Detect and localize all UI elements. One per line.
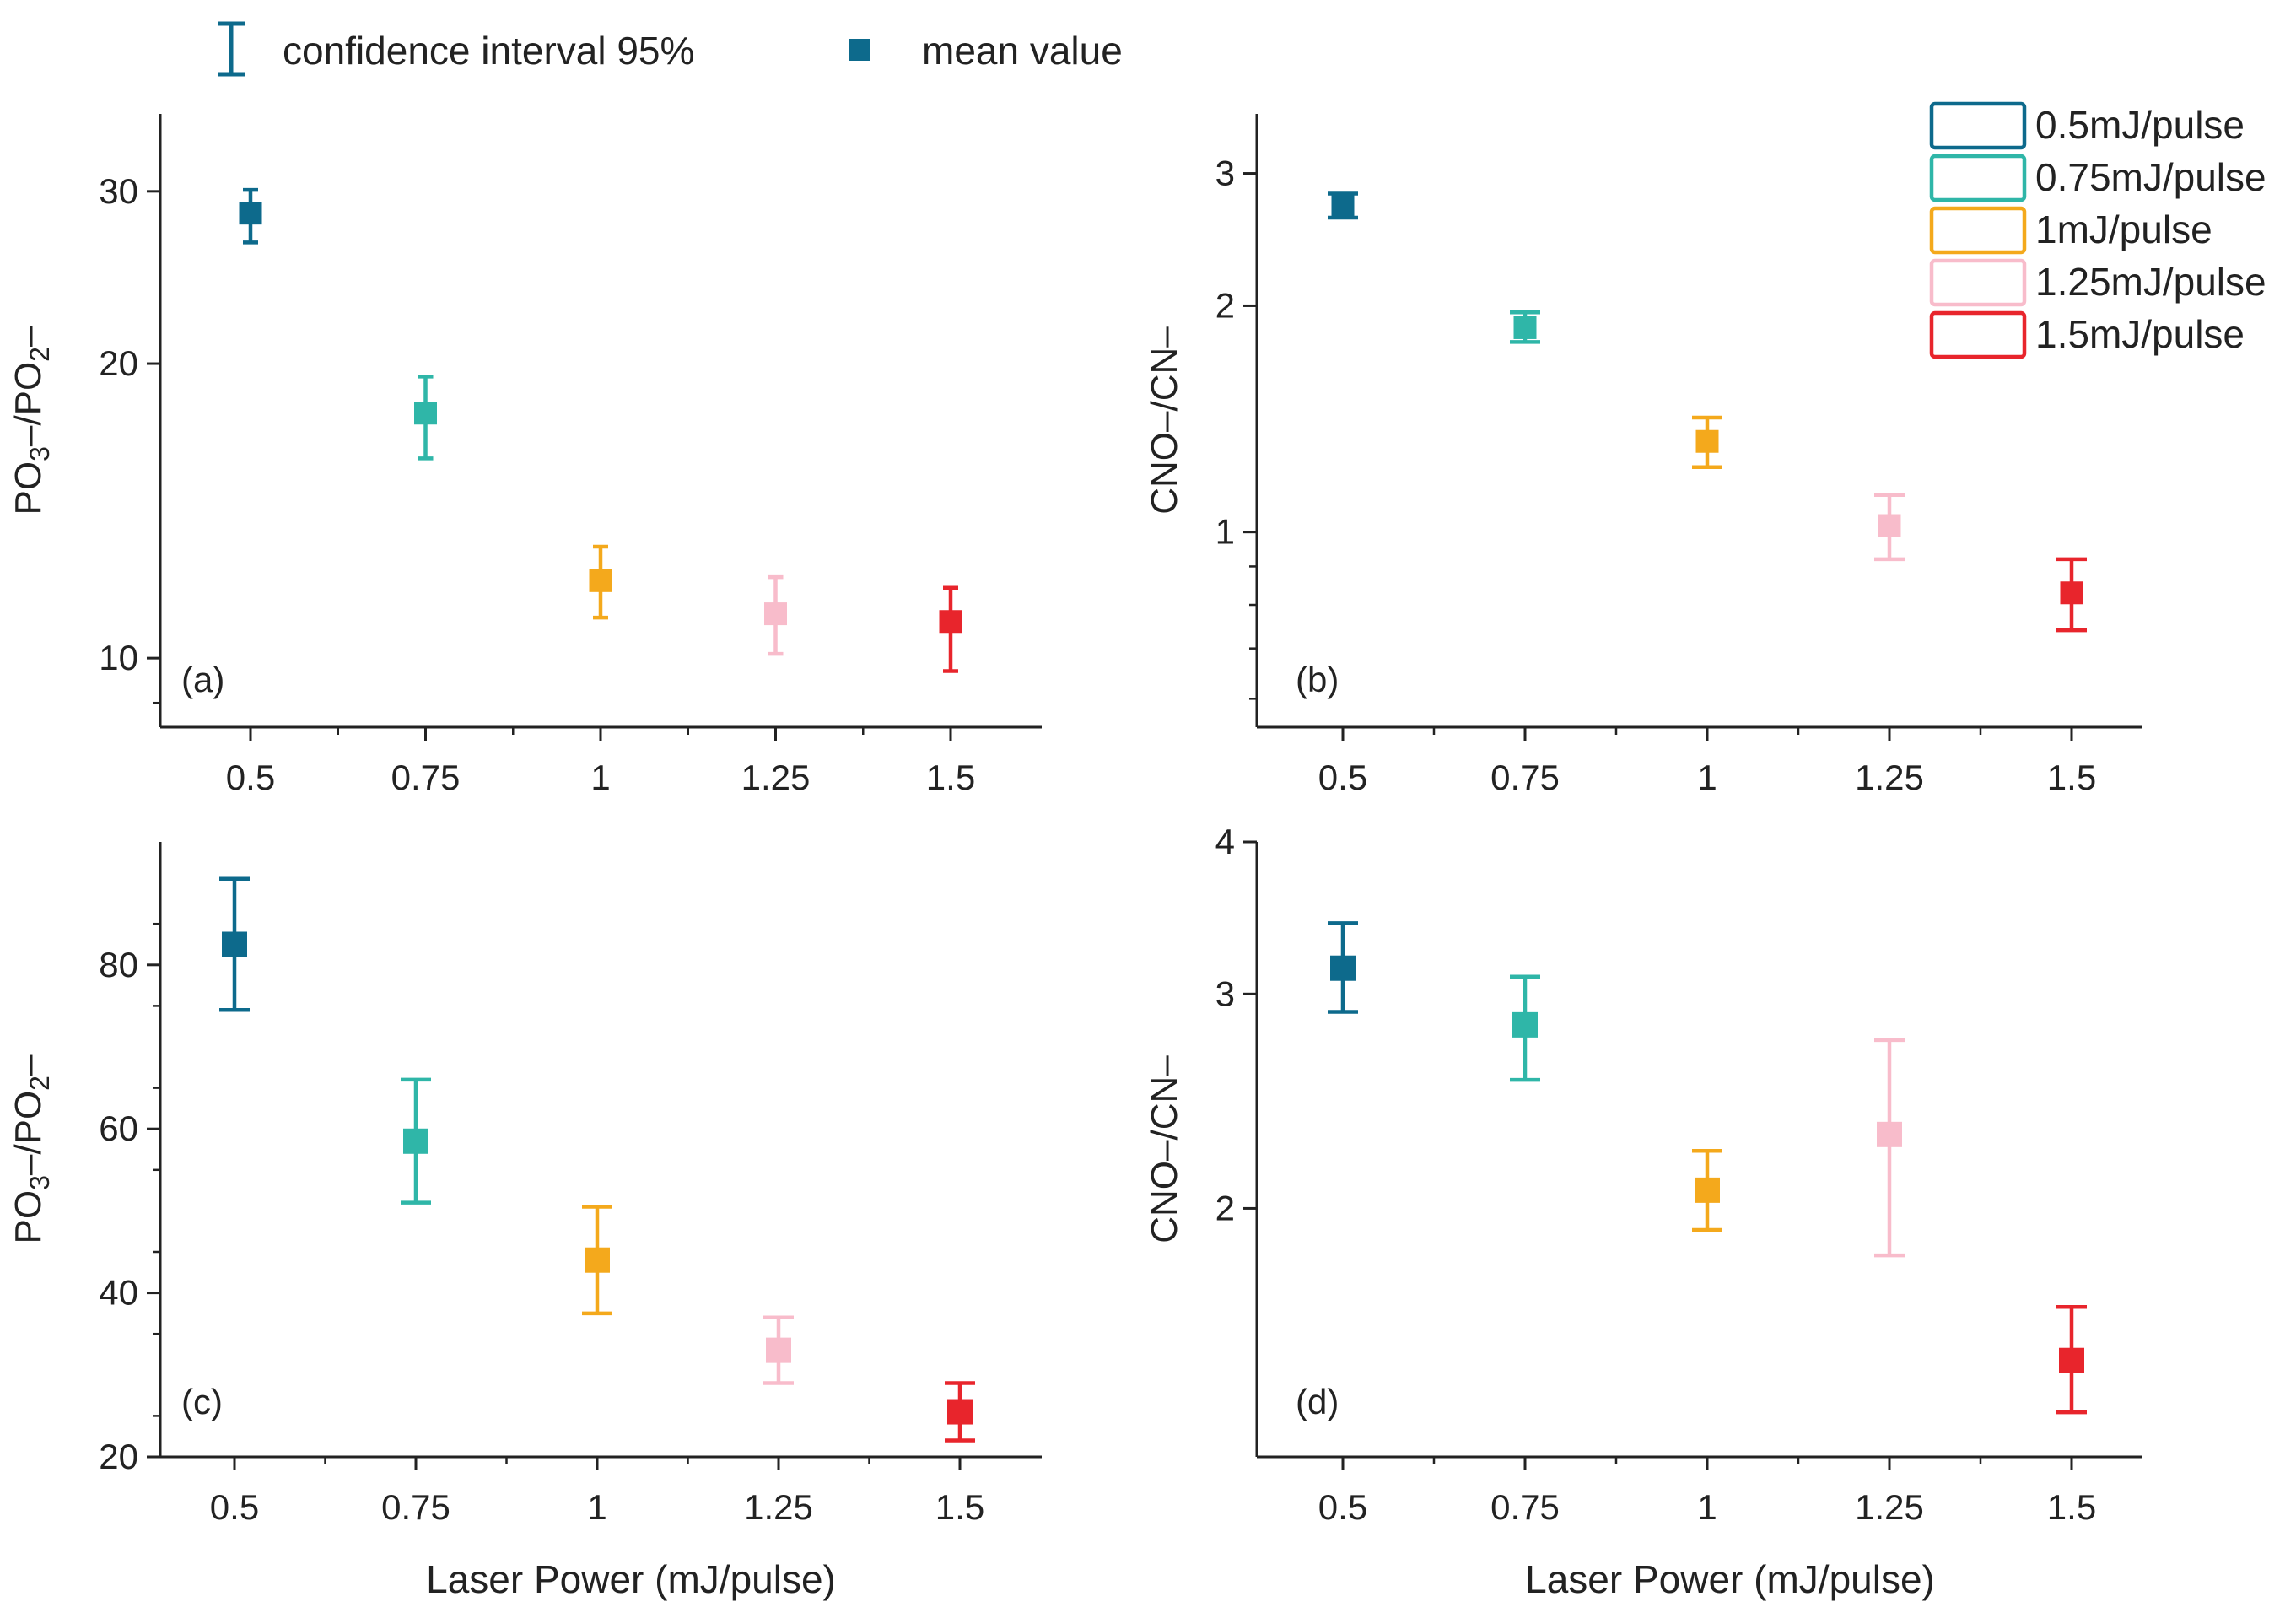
y-axis-label: CNO–/CN–	[1144, 326, 1185, 515]
legend-swatch	[1929, 206, 2027, 255]
mean-marker	[222, 931, 247, 957]
y-tick-label: 30	[99, 171, 138, 211]
y-tick-label: 4	[1215, 822, 1235, 861]
mean-marker	[2059, 1347, 2084, 1373]
x-tick-label: 1.5	[926, 758, 975, 797]
y-tick-label: 80	[99, 945, 138, 984]
y-tick-label: 20	[99, 1437, 138, 1476]
y-tick-label: 3	[1215, 973, 1235, 1013]
mean-marker	[1513, 316, 1537, 339]
x-tick-label: 1	[1697, 758, 1717, 797]
mean-marker	[1877, 1121, 1902, 1147]
top-legend: confidence interval 95% mean value	[218, 21, 1123, 77]
mean-marker	[414, 402, 437, 425]
mean-marker	[939, 610, 962, 634]
mean-marker	[403, 1128, 428, 1154]
x-tick-label: 0.75	[1490, 758, 1560, 797]
panel-d: 2 3 4 0.5 0.75 1 1.25 1.5 CNO–/CN– (d)	[1144, 822, 2142, 1527]
y-tick-label: 1	[1215, 512, 1235, 552]
x-tick-label: 0.75	[381, 1487, 450, 1527]
series-legend: 0.5mJ/pulse 0.75mJ/pulse 1mJ/pulse 1.25mJ/p…	[1929, 101, 2266, 359]
legend-swatch	[1929, 101, 2027, 150]
legend-label: 1.25mJ/pulse	[2035, 260, 2266, 304]
panel-label: (c)	[181, 1382, 223, 1421]
mean-marker	[766, 1337, 791, 1363]
mean-marker	[1695, 1177, 1720, 1203]
legend-swatch	[1929, 258, 2027, 307]
legend-label: 0.75mJ/pulse	[2035, 155, 2266, 199]
y-tick-label: 60	[99, 1108, 138, 1148]
mean-legend-icon	[849, 39, 870, 61]
x-tick-label: 0.75	[391, 758, 461, 797]
x-tick-label: 1	[590, 758, 610, 797]
y-tick-label: 3	[1215, 154, 1235, 193]
x-tick-label: 1.25	[1855, 1487, 1924, 1527]
x-axis-label-right: Laser Power (mJ/pulse)	[1525, 1557, 1935, 1601]
x-tick-label: 1.5	[2047, 758, 2096, 797]
y-tick-label: 2	[1215, 285, 1235, 325]
panel-c: 20 40 60 80 0.5 0.75 1 1.25 1.5 PO3–/PO2– (c)	[8, 842, 1042, 1527]
x-tick-label: 0.5	[1318, 758, 1367, 797]
y-tick-label: 20	[99, 343, 138, 383]
mean-marker	[239, 202, 262, 225]
x-tick-label: 0.5	[1318, 1487, 1367, 1527]
y-tick-label: 40	[99, 1273, 138, 1313]
mean-marker	[589, 569, 612, 592]
x-tick-label: 0.75	[1490, 1487, 1560, 1527]
x-tick-label: 1.25	[1855, 758, 1924, 797]
x-tick-label: 1.5	[935, 1487, 984, 1527]
panel-b: 1 2 3 0.5 0.75 1 1.25 1.5 CNO–/CN– (b)	[1144, 114, 2142, 797]
x-tick-label: 0.5	[226, 758, 275, 797]
y-axis-label: CNO–/CN–	[1144, 1055, 1185, 1243]
x-tick-label: 1	[1697, 1487, 1717, 1527]
mean-marker	[1330, 955, 1356, 981]
x-tick-label: 1.25	[741, 758, 811, 797]
y-tick-label: 2	[1215, 1188, 1235, 1227]
mean-marker	[2060, 581, 2083, 605]
mean-legend-label: mean value	[922, 29, 1123, 73]
ci-legend-icon	[218, 21, 245, 77]
panel-a: 10 20 30 0.5 0.75 1 1.25 1.5 PO3–/PO2– (a)	[8, 114, 1042, 797]
panel-label: (b)	[1296, 660, 1339, 699]
panel-label: (d)	[1296, 1382, 1339, 1421]
legend-label: 1.5mJ/pulse	[2035, 312, 2245, 356]
y-axis-label: PO3–/PO2–	[8, 326, 55, 515]
y-tick-label: 10	[99, 638, 138, 677]
mean-marker	[1331, 193, 1355, 217]
mean-marker	[1878, 514, 1901, 537]
x-tick-label: 0.5	[210, 1487, 259, 1527]
mean-marker	[1512, 1011, 1538, 1038]
legend-label: 1mJ/pulse	[2035, 208, 2212, 251]
legend-swatch	[1929, 154, 2027, 202]
mean-marker	[764, 602, 787, 626]
x-tick-label: 1	[587, 1487, 606, 1527]
x-tick-label: 1.5	[2047, 1487, 2096, 1527]
y-axis-label: PO3–/PO2–	[8, 1054, 55, 1243]
panel-label: (a)	[181, 660, 224, 699]
legend-label: 0.5mJ/pulse	[2035, 103, 2245, 147]
x-axis-label-left: Laser Power (mJ/pulse)	[426, 1557, 836, 1601]
mean-marker	[585, 1247, 610, 1273]
legend-swatch	[1929, 310, 2027, 359]
error-bar	[1874, 1038, 1905, 1258]
ci-legend-label: confidence interval 95%	[283, 29, 694, 73]
mean-marker	[947, 1399, 973, 1425]
x-tick-label: 1.25	[744, 1487, 813, 1527]
mean-marker	[1695, 429, 1719, 453]
